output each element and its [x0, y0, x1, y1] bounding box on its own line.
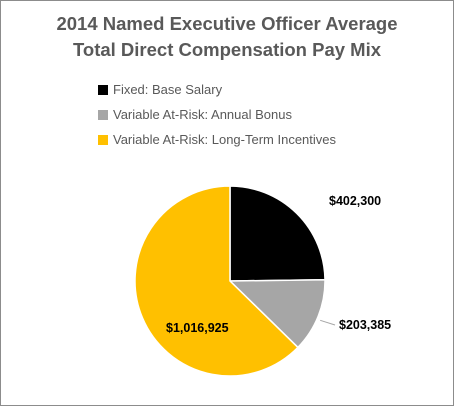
chart-title-line-1: 2014 Named Executive Officer Average: [56, 13, 398, 34]
pie-slice-long-term-incentives: [134, 185, 299, 377]
legend-label-long-term-incentives: Variable At-Risk: Long-Term Incentives: [113, 132, 337, 147]
leader-lines: [320, 319, 336, 326]
data-labels: $402,300 $203,385 $1,016,925: [166, 194, 391, 335]
data-label-long-term-incentives: $1,016,925: [166, 321, 229, 335]
legend-item-long-term-incentives: Variable At-Risk: Long-Term Incentives: [98, 127, 336, 152]
pie-slice-annual-bonus: [228, 279, 326, 349]
legend: Fixed: Base Salary Variable At-Risk: Ann…: [98, 77, 336, 152]
pie-slice-base-salary: [229, 185, 326, 282]
leader-line-annual-bonus: [320, 319, 336, 326]
data-label-annual-bonus: $203,385: [339, 318, 391, 332]
legend-item-base-salary: Fixed: Base Salary: [98, 77, 336, 102]
legend-swatch-annual-bonus: [98, 109, 108, 120]
pie-slices: [134, 185, 326, 377]
legend-item-annual-bonus: Variable At-Risk: Annual Bonus: [98, 102, 336, 127]
data-label-base-salary: $402,300: [329, 194, 381, 208]
chart-title: 2014 Named Executive Officer Average Tot…: [1, 11, 453, 63]
chart-title-line-2: Total Direct Compensation Pay Mix: [72, 39, 382, 60]
legend-swatch-base-salary: [98, 84, 108, 95]
legend-label-annual-bonus: Variable At-Risk: Annual Bonus: [113, 107, 292, 122]
legend-label-base-salary: Fixed: Base Salary: [113, 82, 223, 97]
legend-swatch-long-term-incentives: [98, 134, 108, 145]
